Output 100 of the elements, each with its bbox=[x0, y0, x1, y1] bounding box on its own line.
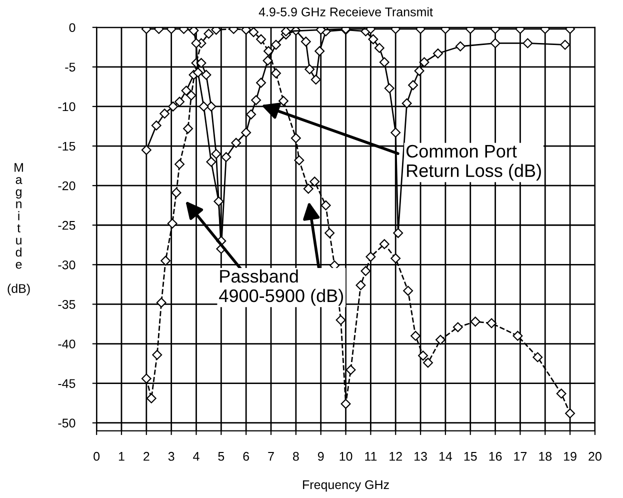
point bbox=[262, 56, 273, 66]
point bbox=[191, 38, 202, 48]
y-tick-label: -25 bbox=[58, 220, 76, 230]
point bbox=[414, 66, 424, 76]
point bbox=[264, 46, 274, 56]
point bbox=[403, 286, 414, 296]
point bbox=[152, 350, 162, 360]
point bbox=[316, 27, 326, 35]
x-tick-label: 19 bbox=[564, 452, 576, 461]
point bbox=[201, 70, 212, 80]
point bbox=[374, 42, 384, 53]
point bbox=[455, 41, 466, 52]
annotation: Common Port Return Loss (dB) bbox=[406, 144, 541, 181]
point bbox=[320, 200, 331, 210]
point bbox=[384, 83, 394, 94]
point bbox=[408, 80, 418, 90]
x-tick-label: 10 bbox=[340, 452, 352, 461]
text: Magnitude (dB) bbox=[8, 163, 30, 296]
point bbox=[156, 298, 166, 308]
point bbox=[310, 176, 320, 187]
point bbox=[402, 98, 412, 108]
point bbox=[435, 334, 446, 345]
point bbox=[248, 27, 259, 38]
point bbox=[146, 393, 156, 404]
y-tick-label: -40 bbox=[58, 340, 76, 348]
point bbox=[174, 159, 185, 170]
point bbox=[256, 78, 266, 88]
point bbox=[181, 86, 192, 96]
point bbox=[246, 109, 256, 120]
point bbox=[390, 128, 401, 138]
point bbox=[368, 34, 378, 44]
point bbox=[560, 40, 570, 50]
x-tick-label: 7 bbox=[268, 452, 274, 461]
point bbox=[390, 253, 401, 264]
point bbox=[167, 218, 178, 229]
x-tick-label: 6 bbox=[243, 452, 250, 461]
point bbox=[324, 228, 335, 238]
point bbox=[532, 352, 543, 362]
y-tick-label: -20 bbox=[58, 181, 76, 190]
point bbox=[221, 152, 232, 162]
point bbox=[211, 148, 222, 159]
point bbox=[379, 239, 390, 250]
point bbox=[198, 102, 209, 112]
y-tick-label: -5 bbox=[65, 62, 76, 72]
annotation: Passband 4900-5900 (dB) bbox=[219, 269, 344, 306]
point bbox=[470, 316, 480, 327]
point bbox=[174, 96, 185, 107]
x-tick-label: 12 bbox=[390, 452, 402, 461]
point bbox=[183, 124, 193, 134]
point bbox=[214, 196, 224, 206]
x-tick-label: 16 bbox=[489, 452, 502, 461]
point bbox=[418, 350, 428, 361]
y-tick-label: -10 bbox=[58, 102, 76, 112]
point bbox=[379, 57, 390, 68]
point bbox=[304, 64, 315, 74]
point bbox=[565, 408, 576, 418]
x-tick-label: 18 bbox=[539, 452, 552, 461]
x-tick-label: 1 bbox=[118, 452, 124, 461]
x-axis-title: Frequency GHz bbox=[303, 480, 389, 492]
point bbox=[168, 102, 178, 112]
y-tick-label: -30 bbox=[58, 260, 76, 270]
x-tick-label: 4 bbox=[193, 452, 200, 461]
point bbox=[423, 358, 433, 368]
point bbox=[241, 128, 252, 138]
x-tick-label: 0 bbox=[94, 452, 100, 461]
point bbox=[410, 330, 421, 341]
point bbox=[141, 145, 152, 155]
point bbox=[251, 95, 262, 106]
point bbox=[188, 27, 199, 36]
chart-title: 4.9-5.9 GHz Receieve Transmit bbox=[258, 7, 433, 16]
x-tick-label: 11 bbox=[365, 452, 377, 461]
x-tick-label: 8 bbox=[292, 452, 299, 461]
point bbox=[419, 57, 430, 68]
point bbox=[452, 322, 463, 332]
point bbox=[356, 280, 366, 290]
point bbox=[360, 266, 371, 276]
point bbox=[271, 68, 281, 78]
point bbox=[206, 102, 216, 112]
point bbox=[160, 256, 171, 266]
x-tick-label: 14 bbox=[439, 452, 452, 461]
point bbox=[294, 155, 304, 166]
point bbox=[231, 138, 242, 148]
point bbox=[556, 388, 566, 399]
y-tick-label: -35 bbox=[58, 300, 76, 309]
point bbox=[522, 38, 533, 48]
point bbox=[171, 188, 182, 198]
point bbox=[193, 68, 203, 78]
point bbox=[486, 318, 497, 328]
point bbox=[256, 34, 266, 44]
point bbox=[366, 252, 376, 262]
x-tick-label: 17 bbox=[514, 452, 527, 461]
y-tick-label: -50 bbox=[58, 418, 76, 428]
point bbox=[280, 27, 291, 36]
y-tick-label: -45 bbox=[58, 379, 76, 388]
point bbox=[206, 156, 216, 167]
point bbox=[290, 133, 301, 144]
point bbox=[512, 330, 523, 341]
point bbox=[346, 364, 356, 375]
point bbox=[490, 38, 500, 48]
point bbox=[160, 108, 170, 119]
